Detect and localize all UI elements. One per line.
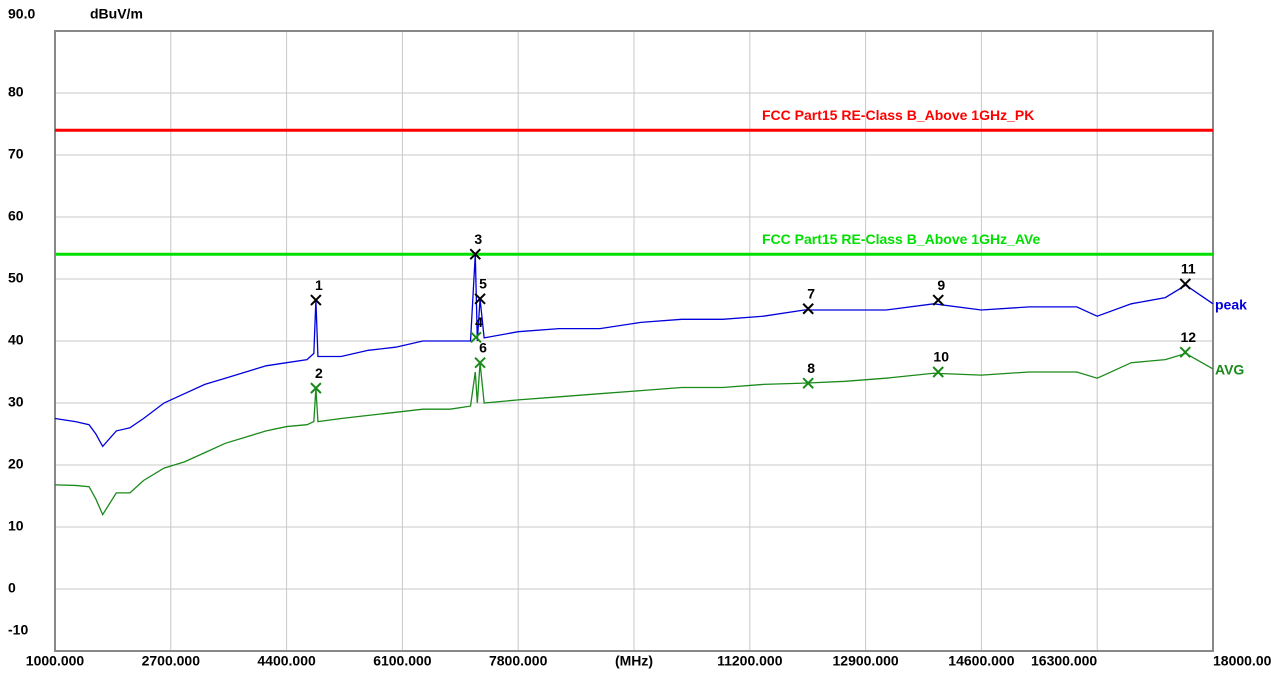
y-tick-label: 60	[8, 208, 24, 224]
marker-label: 2	[315, 365, 323, 381]
marker	[310, 294, 322, 306]
marker-label: 5	[479, 276, 487, 292]
x-tick-label: 14600.000	[948, 653, 1014, 669]
limit-label: FCC Part15 RE-Class B_Above 1GHz_PK	[762, 107, 1034, 123]
marker-label: 1	[315, 277, 323, 293]
y-tick-label: -10	[8, 622, 28, 638]
marker-label: 3	[474, 231, 482, 247]
marker	[1179, 346, 1191, 358]
marker-label: 7	[807, 285, 815, 301]
marker	[1179, 278, 1191, 290]
marker-label: 10	[933, 349, 949, 365]
marker-label: 12	[1180, 329, 1196, 345]
y-tick-label: 30	[8, 394, 24, 410]
limit-label: FCC Part15 RE-Class B_Above 1GHz_AVe	[762, 231, 1040, 247]
marker	[310, 382, 322, 394]
marker-label: 4	[475, 314, 483, 330]
x-tick-label: 11200.000	[717, 653, 783, 669]
x-tick-label: 6100.000	[373, 653, 432, 669]
marker	[474, 356, 486, 369]
marker	[802, 303, 814, 315]
marker-label: 6	[479, 339, 487, 355]
marker	[932, 294, 944, 306]
y-tick-label: 80	[8, 84, 24, 100]
x-tick-label: 2700.000	[142, 653, 201, 669]
y-tick-label: 50	[8, 270, 24, 286]
marker	[932, 366, 944, 378]
x-tick-label: 4400.000	[257, 653, 316, 669]
x-tick-label: 1000.000	[26, 653, 85, 669]
x-tick-label: 7800.000	[489, 653, 548, 669]
y-tick-label: 40	[8, 332, 24, 348]
y-tick-label: 0	[8, 580, 16, 596]
x-tick-label: 16300.000	[1031, 653, 1097, 669]
legend-label: peak	[1215, 297, 1247, 313]
marker	[474, 293, 486, 305]
plot-frame	[54, 30, 1214, 652]
x-tick-label: (MHz)	[615, 653, 653, 669]
marker-label: 8	[807, 360, 815, 376]
legend-label: AVG	[1215, 362, 1244, 378]
marker-label: 9	[937, 277, 945, 293]
x-tick-label: 18000.000	[1213, 653, 1271, 669]
marker	[802, 377, 814, 389]
y-tick-label: 20	[8, 456, 24, 472]
x-tick-label: 12900.000	[833, 653, 899, 669]
trace	[54, 352, 1214, 516]
marker	[470, 331, 482, 343]
marker	[469, 248, 481, 260]
y-unit: dBuV/m	[90, 6, 143, 22]
y-tick-label: 10	[8, 518, 24, 534]
marker-label: 11	[1181, 261, 1196, 277]
y-tick-label: 90.0	[8, 6, 35, 22]
y-tick-label: 70	[8, 146, 24, 162]
